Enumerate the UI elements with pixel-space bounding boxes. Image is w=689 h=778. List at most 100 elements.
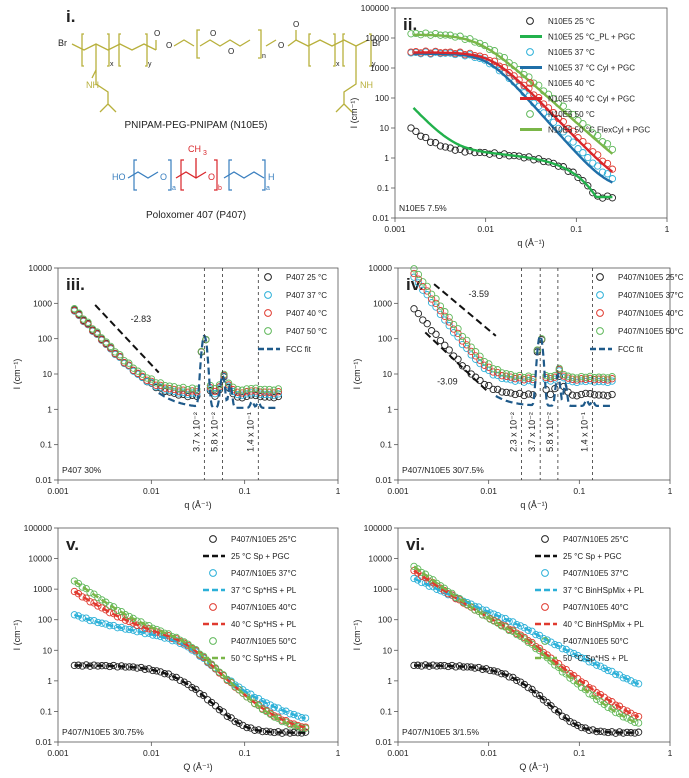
peak-label: 5.8 x 10⁻²: [210, 412, 220, 452]
y-tick-label: 100: [378, 615, 392, 625]
panel-label: ii.: [403, 15, 417, 34]
data-marker: [554, 708, 563, 716]
data-marker: [546, 377, 555, 385]
data-marker: [495, 52, 504, 60]
data-marker: [170, 383, 178, 391]
data-marker: [196, 650, 204, 658]
legend-entry: P407/N10E5 25°C: [563, 535, 629, 544]
legend-entry: P407/N10E5 50°C: [618, 327, 684, 336]
data-marker: [604, 666, 612, 675]
data-marker: [577, 390, 585, 399]
data-marker: [156, 627, 165, 635]
bracket: [107, 33, 110, 67]
legend-entry: P407/N10E5 37°C: [563, 569, 629, 578]
legend-entry: 25 °C Sp + PGC: [231, 552, 290, 561]
data-marker: [627, 709, 635, 717]
data-marker: [449, 325, 458, 333]
x-tick-label: 0.1: [239, 748, 251, 758]
data-marker: [590, 374, 599, 382]
data-marker: [524, 374, 533, 382]
data-marker: [417, 132, 425, 140]
data-marker: [125, 612, 133, 621]
data-marker: [511, 377, 519, 385]
data-marker: [152, 379, 160, 387]
panel-label: iii.: [66, 275, 85, 294]
data-marker: [431, 139, 440, 147]
legend-marker: [541, 535, 549, 543]
data-marker: [498, 388, 506, 396]
atom-label: O: [160, 172, 167, 182]
data-marker: [86, 616, 94, 625]
panel-v: 0.001 0.01 0.1 10.010.111010010001000010000…: [12, 523, 341, 772]
legend-entry: N10E5 25 °C_PL + PGC: [548, 33, 635, 42]
data-marker: [586, 374, 594, 383]
data-marker: [564, 374, 572, 382]
data-marker: [520, 624, 529, 632]
legend-entry: P407/N10E5 37°C: [231, 569, 297, 578]
data-marker: [116, 351, 124, 359]
bond: [91, 69, 97, 79]
data-marker: [524, 626, 532, 634]
subscript: n: [262, 53, 266, 60]
legend-marker: [526, 48, 534, 56]
data-marker: [265, 390, 274, 399]
data-marker: [211, 390, 219, 398]
x-tick-label: 1: [336, 748, 341, 758]
data-marker: [574, 145, 582, 153]
legend-entry: P407 50 °C: [286, 327, 327, 336]
fit-line: [413, 565, 640, 725]
data-marker: [432, 303, 440, 311]
data-marker: [579, 149, 587, 157]
data-marker: [568, 378, 577, 386]
y-tick-label: 100000: [364, 523, 393, 533]
molecule-caption: PNIPAM-PEG-PNIPAM (N10E5): [125, 120, 268, 131]
data-marker: [179, 383, 187, 392]
data-marker: [558, 712, 567, 720]
molecule-caption: Poloxomer 407 (P407): [146, 210, 246, 221]
data-marker: [516, 374, 524, 382]
data-marker: [256, 392, 264, 401]
data-marker: [419, 316, 427, 324]
bracket: [196, 29, 200, 59]
data-marker: [426, 138, 435, 146]
data-marker: [262, 699, 271, 707]
data-marker: [412, 127, 420, 136]
data-marker: [422, 133, 430, 142]
data-marker: [454, 355, 462, 363]
data-marker: [94, 593, 102, 602]
data-marker: [577, 375, 585, 383]
data-marker: [560, 370, 568, 379]
data-marker: [516, 622, 525, 630]
legend-marker: [264, 309, 272, 317]
data-marker: [463, 341, 471, 349]
data-marker: [419, 286, 427, 294]
data-marker: [147, 375, 156, 383]
data-marker: [423, 320, 431, 328]
data-marker: [247, 384, 255, 393]
data-marker: [520, 378, 528, 386]
panel-ii: 0.001 0.01 0.1 10.010.111010010001000010000…: [349, 3, 670, 248]
data-marker: [467, 343, 475, 351]
y-tick-label: 1: [387, 676, 392, 686]
bond: [199, 39, 251, 47]
x-tick-label: 0.1: [573, 748, 585, 758]
legend-entry: N10E5 50 °C: [548, 110, 595, 119]
data-marker: [254, 701, 263, 710]
data-marker: [445, 346, 453, 354]
plot-frame: [397, 527, 671, 743]
data-marker: [524, 390, 533, 398]
x-tick-label: 0.01: [480, 486, 497, 496]
data-marker: [436, 336, 445, 345]
data-marker: [454, 333, 462, 341]
data-marker: [165, 386, 174, 395]
data-marker: [93, 328, 101, 336]
legend-entry: P407/N10E5 40°C: [563, 603, 629, 612]
y-tick-label: 1000: [373, 298, 392, 308]
atom-label: O: [210, 29, 216, 38]
data-marker: [608, 373, 616, 381]
data-marker: [78, 583, 86, 591]
data-marker: [485, 363, 493, 371]
data-marker: [441, 308, 449, 316]
panel-label: v.: [66, 535, 79, 554]
subscript: b: [218, 185, 222, 192]
